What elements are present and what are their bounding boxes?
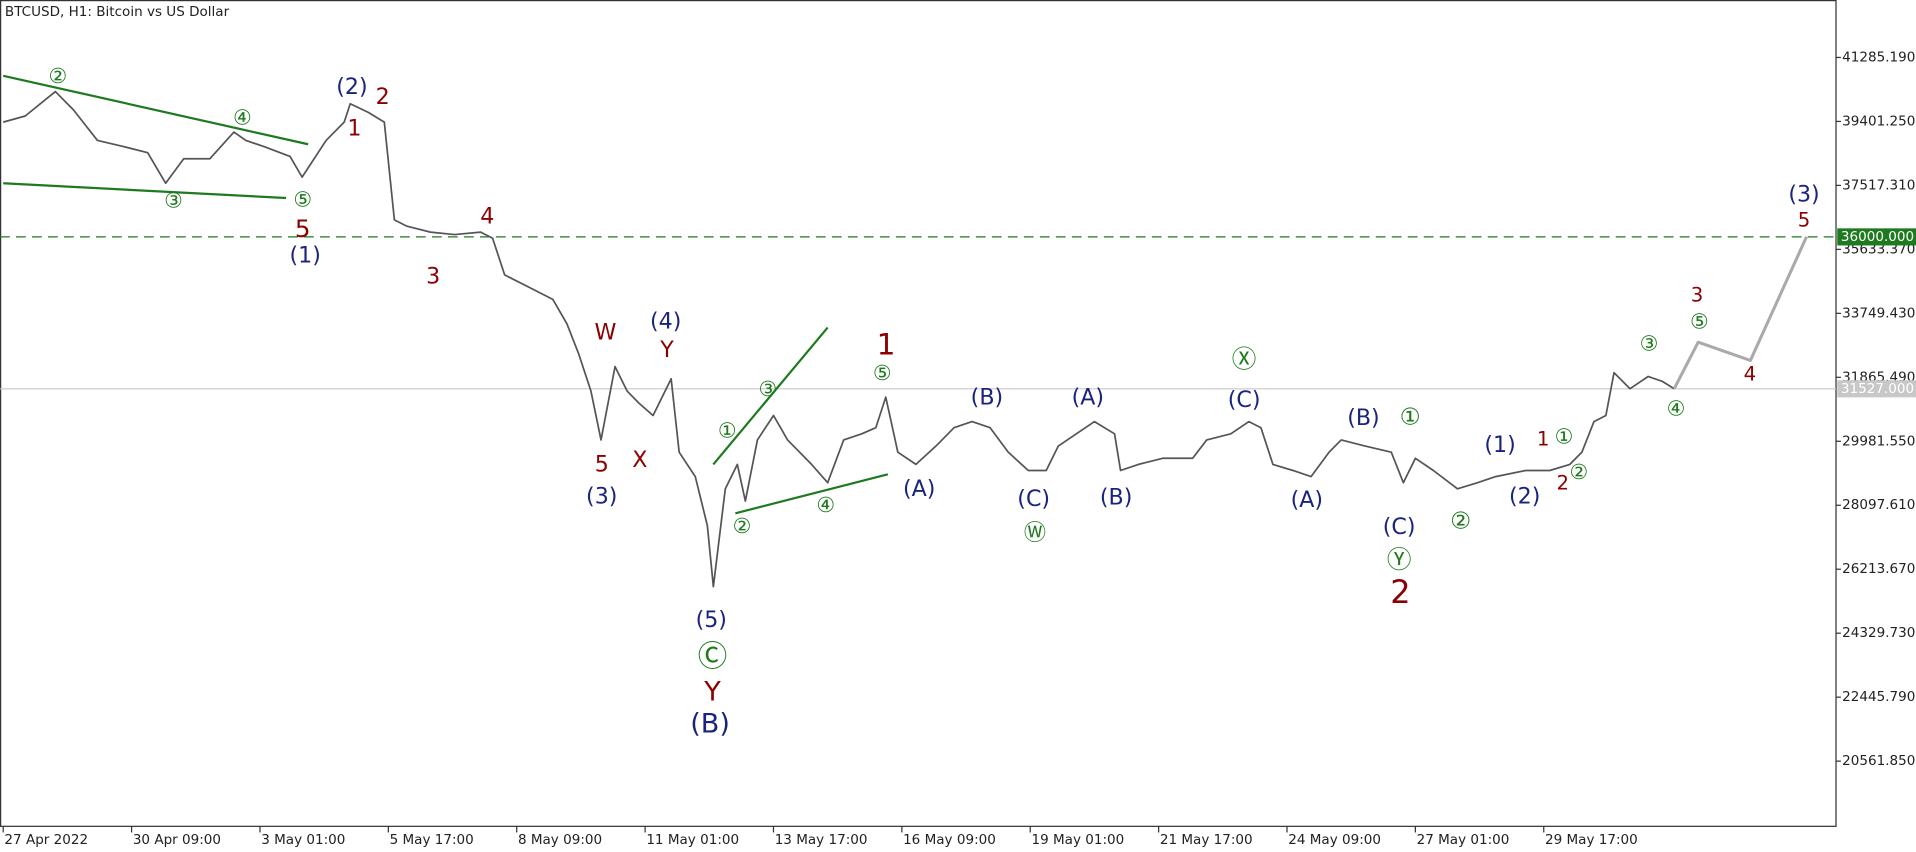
wave-label: Y (659, 338, 674, 363)
wave-label: (C) (1017, 487, 1050, 512)
wave-label: Ⓨ (1387, 545, 1412, 574)
wave-label: (C) (1228, 388, 1261, 413)
level-label-box (1837, 380, 1916, 398)
x-tick-label: 13 May 17:00 (775, 832, 868, 848)
wave-label: (A) (1072, 386, 1104, 411)
wave-label: (B) (1100, 486, 1132, 511)
price-line (1672, 236, 1808, 390)
x-tick-label: 27 Apr 2022 (4, 832, 88, 848)
wave-label: (2) (1509, 485, 1540, 510)
wave-label: ② (48, 64, 67, 88)
wave-label: ① (1555, 425, 1574, 449)
wave-label: X (632, 448, 647, 473)
x-tick-label: 30 Apr 09:00 (133, 832, 221, 848)
wave-label: ⑤ (293, 188, 312, 212)
wave-label: W (594, 321, 616, 346)
chart-title: BTCUSD, H1: Bitcoin vs US Dollar (5, 4, 230, 20)
wave-label: 2 (376, 85, 390, 110)
wave-label: ① (1400, 404, 1421, 431)
level-label: 31527.000 (1841, 381, 1914, 397)
wave-label: ③ (759, 377, 778, 401)
x-tick-label: 19 May 01:00 (1031, 832, 1124, 848)
wave-label: (C) (1383, 515, 1416, 540)
wave-label: 2 (1390, 573, 1410, 611)
trendline (3, 182, 287, 200)
x-tick-label: 27 May 01:00 (1417, 832, 1510, 848)
wave-label: Ⓧ (1232, 345, 1257, 374)
wave-label: ③ (1640, 332, 1659, 356)
wave-label: ② (1569, 460, 1588, 484)
wave-label: (4) (650, 310, 681, 335)
trendline (712, 326, 829, 466)
wave-label: (B) (1347, 406, 1379, 431)
wave-label: 3 (1691, 283, 1704, 306)
wave-label: (3) (586, 485, 617, 510)
x-tick-label: 21 May 17:00 (1160, 832, 1253, 848)
wave-label: ⑤ (873, 361, 892, 385)
wave-label: Ⓦ (1024, 521, 1046, 546)
y-tick-label: 20561.850 (1842, 753, 1915, 769)
y-tick-label: 28097.610 (1842, 497, 1915, 513)
wave-label: 1 (347, 117, 361, 142)
wave-label: (B) (690, 708, 730, 739)
y-tick-label: 39401.250 (1842, 113, 1915, 129)
wave-label: (2) (336, 75, 367, 100)
wave-label: (B) (971, 386, 1003, 411)
wave-label: ④ (816, 493, 835, 517)
x-tick-label: 16 May 09:00 (903, 832, 996, 848)
wave-label: 4 (480, 205, 494, 230)
wave-label: (1) (289, 244, 320, 269)
y-tick-label: 37517.310 (1842, 177, 1915, 193)
wave-label: ⑤ (1690, 310, 1709, 334)
y-tick-label: 41285.190 (1842, 49, 1915, 65)
wave-label: ② (1450, 508, 1471, 535)
trendline (2, 74, 309, 146)
wave-label: ④ (233, 106, 252, 130)
level-label: 36000.000 (1841, 229, 1914, 245)
level-label-box (1837, 228, 1916, 246)
x-tick-label: 8 May 09:00 (518, 832, 602, 848)
wave-label: (A) (903, 477, 935, 502)
y-tick-label: 29981.550 (1842, 433, 1915, 449)
trendline (735, 473, 889, 515)
y-tick-label: 33749.430 (1842, 305, 1915, 321)
plot-frame (0, 0, 1837, 827)
wave-label: 3 (426, 265, 440, 290)
y-tick-label: 26213.670 (1842, 561, 1915, 577)
wave-label: 1 (1537, 428, 1550, 451)
wave-label: ③ (164, 189, 183, 213)
wave-label: 5 (295, 214, 311, 243)
x-tick-label: 5 May 17:00 (390, 832, 474, 848)
wave-label: 5 (1798, 209, 1811, 232)
x-tick-label: 3 May 01:00 (261, 832, 345, 848)
x-tick-label: 24 May 09:00 (1288, 832, 1381, 848)
wave-label: (5) (696, 608, 727, 633)
price-line (2, 90, 1675, 588)
wave-label: ① (718, 419, 737, 443)
wave-label: 1 (877, 327, 896, 361)
wave-label: ② (733, 514, 752, 538)
wave-label: (3) (1788, 183, 1819, 208)
wave-label: (A) (1291, 488, 1323, 513)
wave-label: 4 (1744, 363, 1757, 386)
y-tick-label: 24329.730 (1842, 625, 1915, 641)
x-tick-label: 29 May 17:00 (1545, 832, 1638, 848)
wave-label: Y (703, 677, 721, 708)
x-tick-label: 11 May 01:00 (646, 832, 739, 848)
y-tick-label: 22445.790 (1842, 689, 1915, 705)
wave-label: ④ (1667, 397, 1686, 421)
wave-label: (1) (1484, 433, 1515, 458)
wave-label: 2 (1557, 472, 1570, 495)
wave-label: 5 (595, 453, 609, 478)
wave-label: Ⓒ (698, 639, 728, 673)
